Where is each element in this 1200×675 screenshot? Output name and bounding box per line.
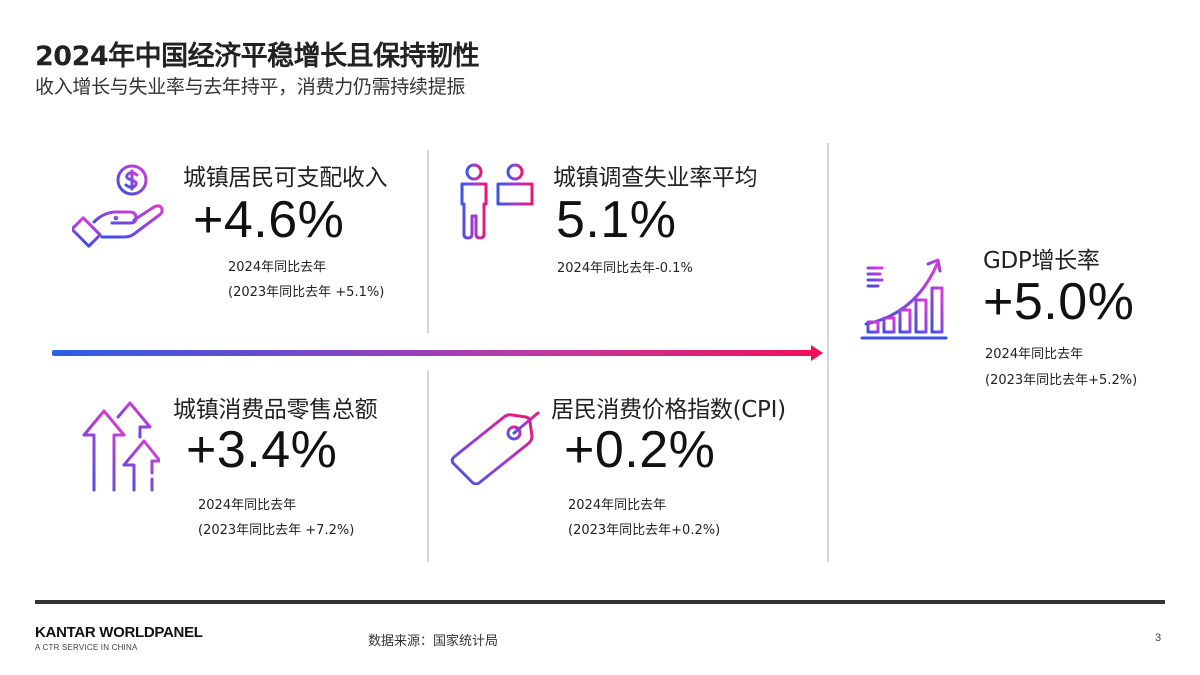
metric-label-income: 城镇居民可支配收入 (183, 165, 388, 191)
slide-subtitle: 收入增长与失业率与去年持平，消费力仍需持续提振 (35, 76, 466, 98)
divider-vertical-top (427, 150, 429, 333)
brand-tagline: A CTR SERVICE IN CHINA (35, 643, 138, 652)
gradient-arrow-line (52, 350, 814, 356)
growth-chart-icon (860, 258, 948, 340)
metric-note-retail-2: (2023年同比去年 +7.2%) (198, 523, 355, 538)
metric-value-retail: +3.4% (186, 421, 338, 479)
metric-label-retail: 城镇消费品零售总额 (173, 397, 378, 423)
metric-note-cpi-2: (2023年同比去年+0.2%) (568, 523, 721, 538)
metric-note-gdp-1: 2024年同比去年 (985, 347, 1084, 362)
metric-value-cpi: +0.2% (564, 421, 716, 479)
metric-value-unemployment: 5.1% (556, 191, 677, 249)
metric-note-cpi-1: 2024年同比去年 (568, 498, 667, 513)
people-desk-icon (456, 163, 538, 240)
metric-label-gdp: GDP增长率 (983, 248, 1100, 274)
price-tag-icon (450, 411, 540, 485)
divider-vertical-right (827, 143, 829, 562)
data-source: 数据来源：国家统计局 (368, 634, 499, 649)
metric-note-income-1: 2024年同比去年 (228, 260, 327, 275)
metric-note-income-2: (2023年同比去年 +5.1%) (228, 285, 385, 300)
metric-label-cpi: 居民消费价格指数(CPI) (551, 397, 786, 423)
arrows-up-icon (82, 401, 160, 492)
footer-rule (35, 600, 1165, 604)
metric-value-income: +4.6% (193, 191, 345, 249)
brand-logo: KANTAR WORLDPANEL (35, 624, 203, 641)
divider-vertical-bottom (427, 370, 429, 562)
arrow-head-icon (811, 345, 823, 361)
slide-title: 2024年中国经济平稳增长且保持韧性 (35, 41, 480, 72)
metric-value-gdp: +5.0% (983, 273, 1135, 331)
hand-coin-icon (72, 164, 164, 248)
metric-note-gdp-2: (2023年同比去年+5.2%) (985, 373, 1138, 388)
page-number: 3 (1155, 632, 1162, 644)
metric-note-unemployment-1: 2024年同比去年-0.1% (557, 261, 693, 276)
metric-label-unemployment: 城镇调查失业率平均 (553, 165, 758, 191)
metric-note-retail-1: 2024年同比去年 (198, 498, 297, 513)
